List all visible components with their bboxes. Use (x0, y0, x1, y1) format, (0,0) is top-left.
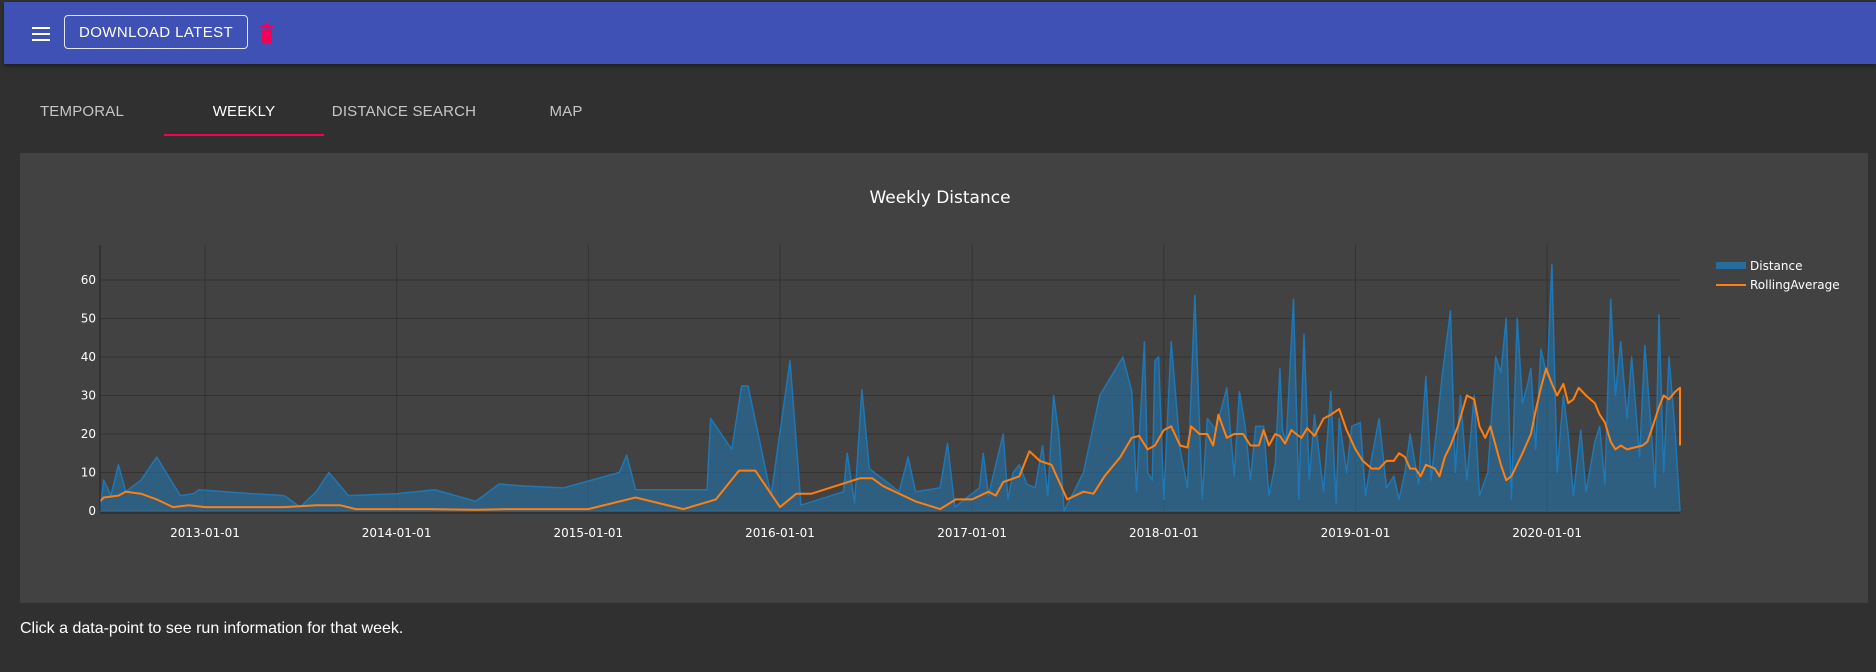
legend-swatch (1716, 262, 1746, 269)
x-tick-label: 2018-01-01 (1129, 526, 1199, 540)
x-tick-label: 2015-01-01 (553, 526, 623, 540)
active-tab-indicator (164, 134, 324, 136)
distance-area (100, 264, 1680, 511)
tab-temporal[interactable]: TEMPORAL (39, 103, 125, 120)
y-tick-label: 30 (81, 388, 96, 402)
x-tick-label: 2020-01-01 (1512, 526, 1582, 540)
legend-label[interactable]: RollingAverage (1750, 278, 1840, 292)
x-tick-label: 2014-01-01 (362, 526, 432, 540)
y-tick-label: 60 (81, 273, 96, 287)
y-tick-label: 50 (81, 311, 96, 325)
chart-title: Weekly Distance (869, 188, 1010, 208)
plot-area[interactable] (99, 263, 1681, 512)
tab-map[interactable]: MAP (549, 103, 583, 120)
app-bar: DOWNLOAD LATEST (4, 2, 1876, 64)
download-latest-button[interactable]: DOWNLOAD LATEST (64, 15, 249, 49)
x-tick-label: 2013-01-01 (170, 526, 240, 540)
y-tick-label: 20 (81, 427, 96, 441)
x-axis: 2013-01-01 2014-01-01 2015-01-01 2016-01-01… (100, 512, 1680, 540)
y-tick-label: 0 (88, 504, 96, 518)
chart-hint-text: Click a data-point to see run informatio… (20, 620, 404, 637)
y-tick-label: 10 (81, 465, 96, 479)
view-tabs: TEMPORAL WEEKLY DISTANCE SEARCH MAP (0, 86, 1876, 138)
tab-weekly[interactable]: WEEKLY (212, 103, 276, 120)
menu-icon[interactable] (28, 21, 56, 47)
tab-distance-search[interactable]: DISTANCE SEARCH (331, 103, 477, 120)
legend-label[interactable]: Distance (1750, 259, 1802, 273)
chart-card: Weekly Distance 2013-01-01 2014-01-01 2015… (20, 153, 1868, 603)
distance-line[interactable] (99, 263, 1681, 512)
rolling-average-line[interactable] (99, 367, 1681, 511)
y-tick-label: 40 (81, 350, 96, 364)
weekly-distance-chart[interactable]: Weekly Distance 2013-01-01 2014-01-01 2015… (20, 153, 1868, 603)
trash-icon[interactable] (260, 24, 274, 44)
y-axis: 0 10 20 30 40 50 60 (81, 245, 101, 518)
x-tick-label: 2017-01-01 (937, 526, 1007, 540)
chart-legend: Distance RollingAverage (1716, 259, 1840, 292)
x-tick-label: 2019-01-01 (1321, 526, 1391, 540)
x-tick-label: 2016-01-01 (745, 526, 815, 540)
